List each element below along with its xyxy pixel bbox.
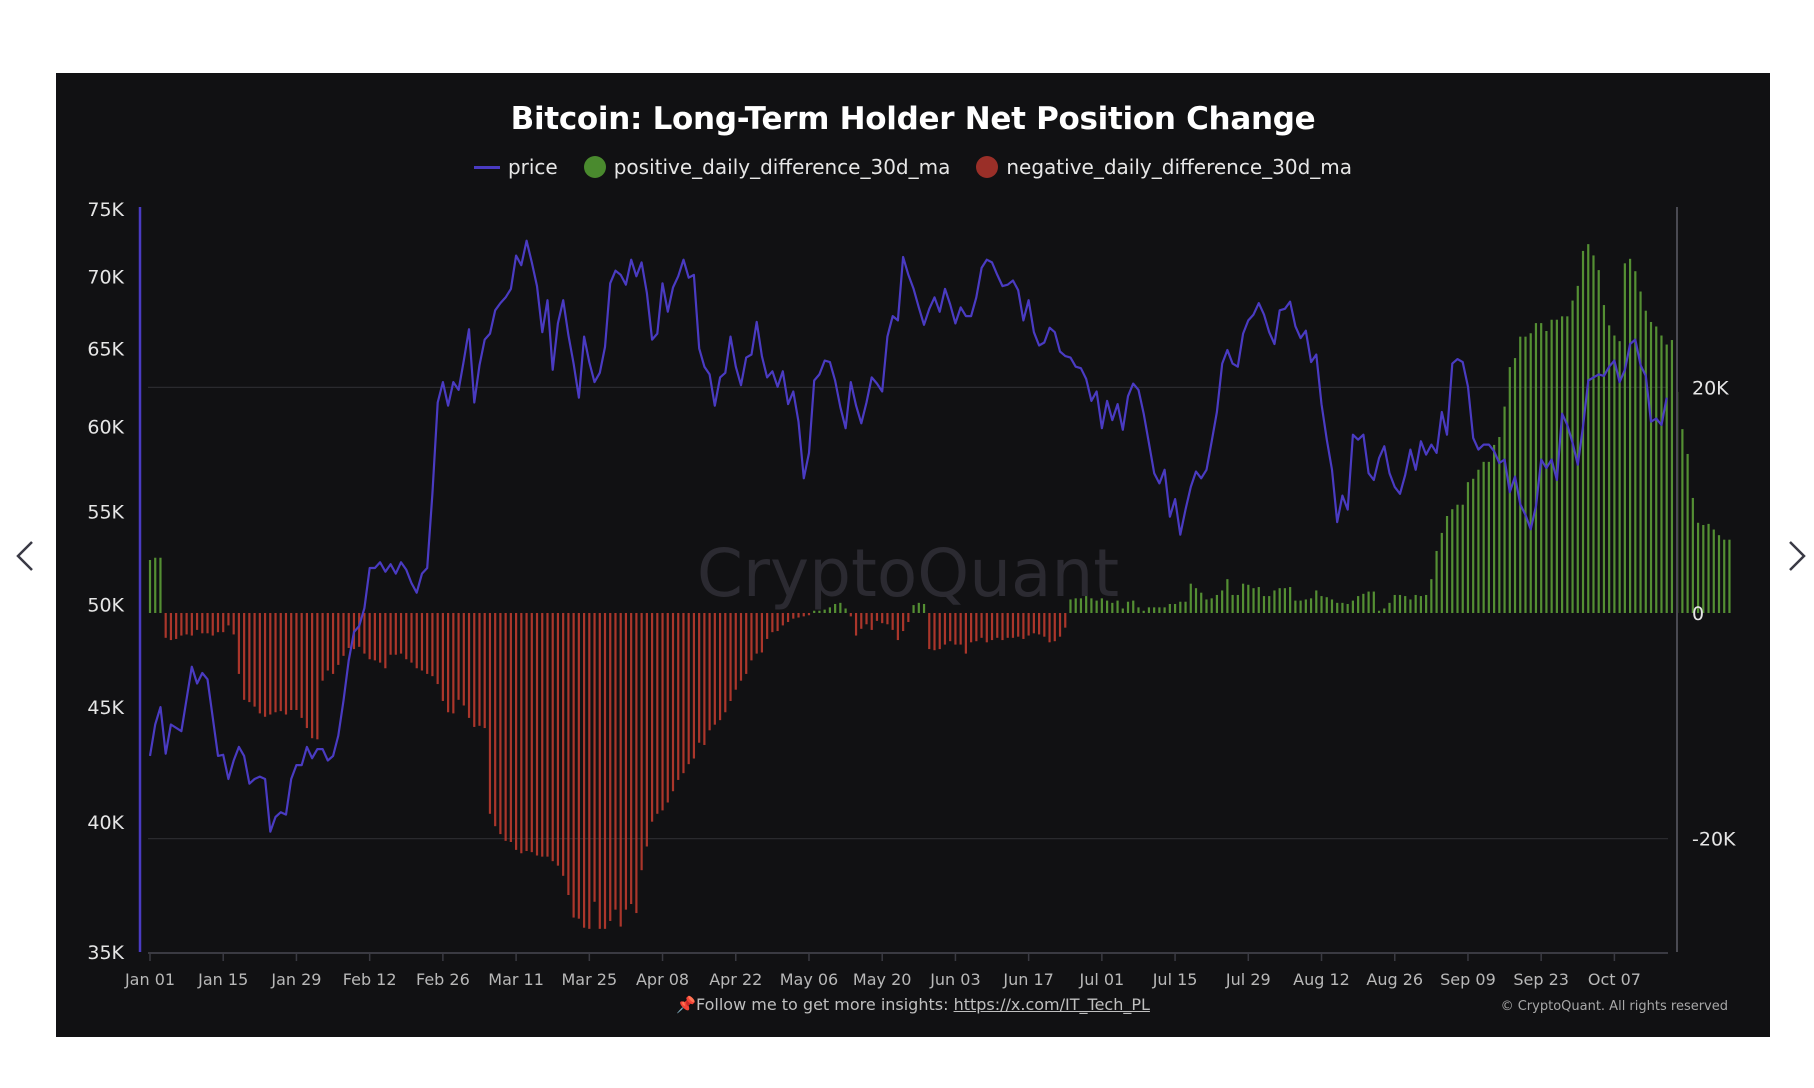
- svg-text:May 06: May 06: [780, 970, 839, 989]
- svg-text:Jul 01: Jul 01: [1078, 970, 1124, 989]
- svg-text:20K: 20K: [1692, 377, 1729, 399]
- bar-series: [148, 244, 1731, 929]
- svg-text:Apr 22: Apr 22: [709, 970, 762, 989]
- svg-text:45K: 45K: [87, 697, 124, 719]
- legend-line-icon: [473, 165, 500, 169]
- svg-text:Oct 07: Oct 07: [1588, 970, 1641, 989]
- svg-text:Sep 23: Sep 23: [1513, 970, 1569, 989]
- previous-slide-button[interactable]: [10, 536, 40, 576]
- chevron-right-icon: [1789, 541, 1806, 571]
- svg-text:Jul 15: Jul 15: [1152, 970, 1198, 989]
- svg-text:Aug 12: Aug 12: [1293, 970, 1350, 989]
- svg-text:Jul 29: Jul 29: [1225, 970, 1271, 989]
- legend-dot-icon: [583, 156, 606, 178]
- copyright: © CryptoQuant. All rights reserved: [1500, 999, 1728, 1014]
- legend-label: price: [507, 155, 558, 179]
- svg-text:50K: 50K: [87, 594, 124, 616]
- svg-text:55K: 55K: [87, 501, 124, 523]
- svg-text:Sep 09: Sep 09: [1440, 970, 1496, 989]
- next-slide-button[interactable]: [1782, 536, 1812, 576]
- x-axis-ticks: Jan 01 Jan 15 Jan 29 Feb 12 Feb 26 Mar 11 Mar …: [124, 953, 1641, 989]
- svg-text:Jan 01: Jan 01: [124, 970, 175, 989]
- chart-legend: price positive_daily_difference_30d_ma n…: [56, 155, 1770, 179]
- svg-text:Feb 26: Feb 26: [416, 970, 470, 989]
- gridlines: [148, 386, 1668, 840]
- pushpin-icon: 📌: [676, 995, 696, 1014]
- left-axis-ticks: 75K 70K 65K 60K 55K 50K 45K 40K 35K: [87, 199, 124, 964]
- axes: [138, 207, 1678, 954]
- chart-plot-area[interactable]: CryptoQuant 75K70K65K60K55K50K45K40K35K …: [56, 73, 1770, 1037]
- chart-panel: Bitcoin: Long-Term Holder Net Position C…: [56, 73, 1770, 1037]
- svg-text:Mar 25: Mar 25: [561, 970, 617, 989]
- svg-text:40K: 40K: [87, 812, 124, 834]
- svg-text:60K: 60K: [87, 417, 124, 439]
- svg-text:Jun 03: Jun 03: [929, 970, 980, 989]
- svg-text:Apr 08: Apr 08: [636, 970, 689, 989]
- svg-text:Mar 11: Mar 11: [488, 970, 544, 989]
- watermark: CryptoQuant: [697, 535, 1119, 612]
- profile-link[interactable]: https://x.com/IT_Tech_PL: [953, 995, 1150, 1014]
- svg-text:35K: 35K: [87, 942, 124, 964]
- svg-text:65K: 65K: [87, 339, 124, 361]
- right-axis-ticks: 20K 0 -20K: [1692, 377, 1736, 850]
- svg-text:Aug 26: Aug 26: [1366, 970, 1423, 989]
- legend-dot-icon: [976, 156, 999, 178]
- svg-text:0: 0: [1692, 603, 1704, 625]
- svg-text:70K: 70K: [87, 266, 124, 288]
- legend-label: positive_daily_difference_30d_ma: [613, 155, 951, 179]
- svg-text:May 20: May 20: [853, 970, 912, 989]
- footer-note: 📌Follow me to get more insights: https:/…: [56, 995, 1770, 1014]
- svg-text:Jan 29: Jan 29: [270, 970, 321, 989]
- svg-text:75K: 75K: [87, 199, 124, 221]
- svg-text:Jan 15: Jan 15: [197, 970, 248, 989]
- legend-item-negative[interactable]: negative_daily_difference_30d_ma: [976, 155, 1352, 179]
- legend-label: negative_daily_difference_30d_ma: [1006, 155, 1353, 179]
- chevron-left-icon: [16, 541, 33, 571]
- price-line: [148, 239, 1668, 833]
- legend-item-price[interactable]: price: [473, 155, 558, 179]
- follow-text: Follow me to get more insights:: [695, 995, 954, 1014]
- legend-item-positive[interactable]: positive_daily_difference_30d_ma: [583, 155, 951, 179]
- svg-text:Jun 17: Jun 17: [1002, 970, 1053, 989]
- svg-text:-20K: -20K: [1692, 829, 1736, 851]
- chart-title: Bitcoin: Long-Term Holder Net Position C…: [510, 101, 1316, 137]
- svg-text:Feb 12: Feb 12: [343, 970, 397, 989]
